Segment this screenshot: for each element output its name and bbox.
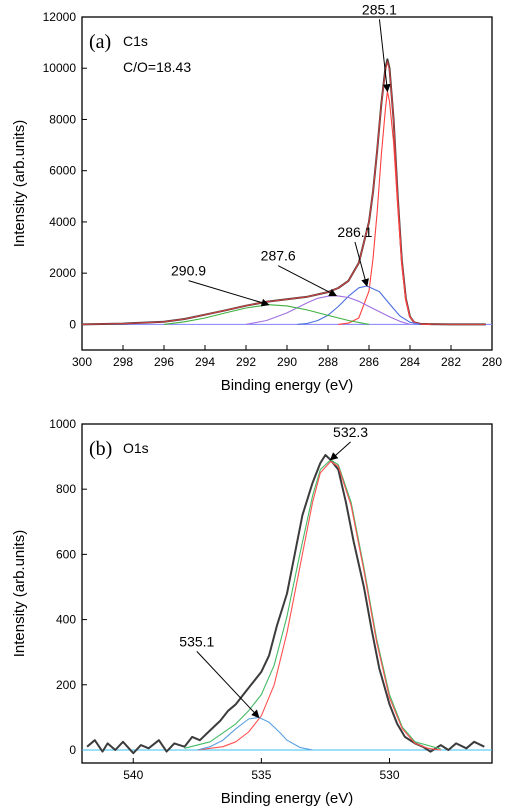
raw-data-line — [82, 58, 486, 326]
x-tick-label: 300 — [72, 355, 92, 369]
peak-285-1-line — [338, 90, 431, 325]
y-tick-label: 10000 — [43, 61, 77, 75]
y-tick-label: 0 — [69, 743, 76, 757]
y-tick-label: 4000 — [49, 215, 76, 229]
chart-title: C1s — [123, 33, 148, 49]
y-tick-label: 6000 — [49, 164, 76, 178]
x-axis-title: Binding energy (eV) — [221, 790, 354, 806]
x-tick-label: 294 — [195, 355, 215, 369]
peak-annotation-label: 287.6 — [261, 248, 296, 264]
chart-subtitle: C/O=18.43 — [123, 59, 191, 75]
chart-title: O1s — [123, 440, 149, 456]
y-tick-label: 12000 — [43, 10, 77, 24]
fit-envelope-line — [82, 61, 486, 325]
x-tick-label: 280 — [482, 355, 502, 369]
peak-annotation-label: 535.1 — [179, 633, 214, 649]
annotation-arrow — [378, 19, 391, 93]
x-tick-label: 284 — [400, 355, 420, 369]
x-tick-label: 290 — [277, 355, 297, 369]
panel-label: (b) — [89, 438, 112, 460]
x-tick-label: 296 — [154, 355, 174, 369]
x-tick-label: 540 — [123, 768, 143, 782]
x-axis-title: Binding energy (eV) — [221, 377, 354, 394]
x-tick-label: 292 — [236, 355, 256, 369]
peak-535-1-line — [197, 716, 313, 751]
annotation-arrow — [329, 441, 351, 461]
peak-annotation-label: 286.1 — [337, 224, 372, 240]
annotation-arrow — [188, 280, 270, 307]
peak-286-1-line — [297, 285, 421, 325]
peak-annotation-label: 290.9 — [171, 263, 206, 279]
y-tick-label: 800 — [56, 482, 76, 496]
panel-o1s: 540 535 530 0 200 400 600 800 1000 Binding energy… — [11, 417, 493, 806]
peak-287-6-line — [245, 295, 411, 325]
x-tick-label: 530 — [379, 768, 399, 782]
annotation-arrow — [196, 651, 260, 719]
x-tick-label: 288 — [318, 355, 338, 369]
x-tick-label: 298 — [113, 355, 133, 369]
panel-c1s: 300 298 296 294 292 290 288 286 284 282 280 0 2000 40… — [11, 1, 502, 394]
y-tick-label: 200 — [56, 678, 76, 692]
y-tick-label: 1000 — [49, 417, 76, 431]
plot-area — [82, 58, 492, 326]
y-tick-label: 2000 — [49, 266, 76, 280]
plot-frame — [81, 423, 493, 764]
x-tick-label: 286 — [359, 355, 379, 369]
fit-envelope-line — [184, 459, 441, 750]
y-tick-label: 400 — [56, 613, 76, 627]
y-tick-label: 8000 — [49, 112, 76, 126]
panel-label: (a) — [89, 31, 111, 53]
peak-290-9-line — [163, 304, 370, 325]
peak-annotation-label: 285.1 — [362, 1, 397, 17]
x-tick-label: 282 — [441, 355, 461, 369]
plot-area — [82, 454, 492, 755]
y-axis-title: Intensity (arb.units) — [11, 120, 28, 248]
peak-532-3-line — [197, 460, 441, 751]
raw-data-line — [86, 454, 485, 755]
annotation-arrow — [277, 265, 338, 297]
x-tick-label: 535 — [251, 768, 271, 782]
annotation-arrow — [354, 241, 369, 287]
peak-annotation-label: 532.3 — [333, 424, 368, 440]
y-tick-label: 600 — [56, 547, 76, 561]
y-axis-title: Intensity (arb.units) — [11, 530, 28, 658]
y-tick-label: 0 — [69, 317, 76, 331]
